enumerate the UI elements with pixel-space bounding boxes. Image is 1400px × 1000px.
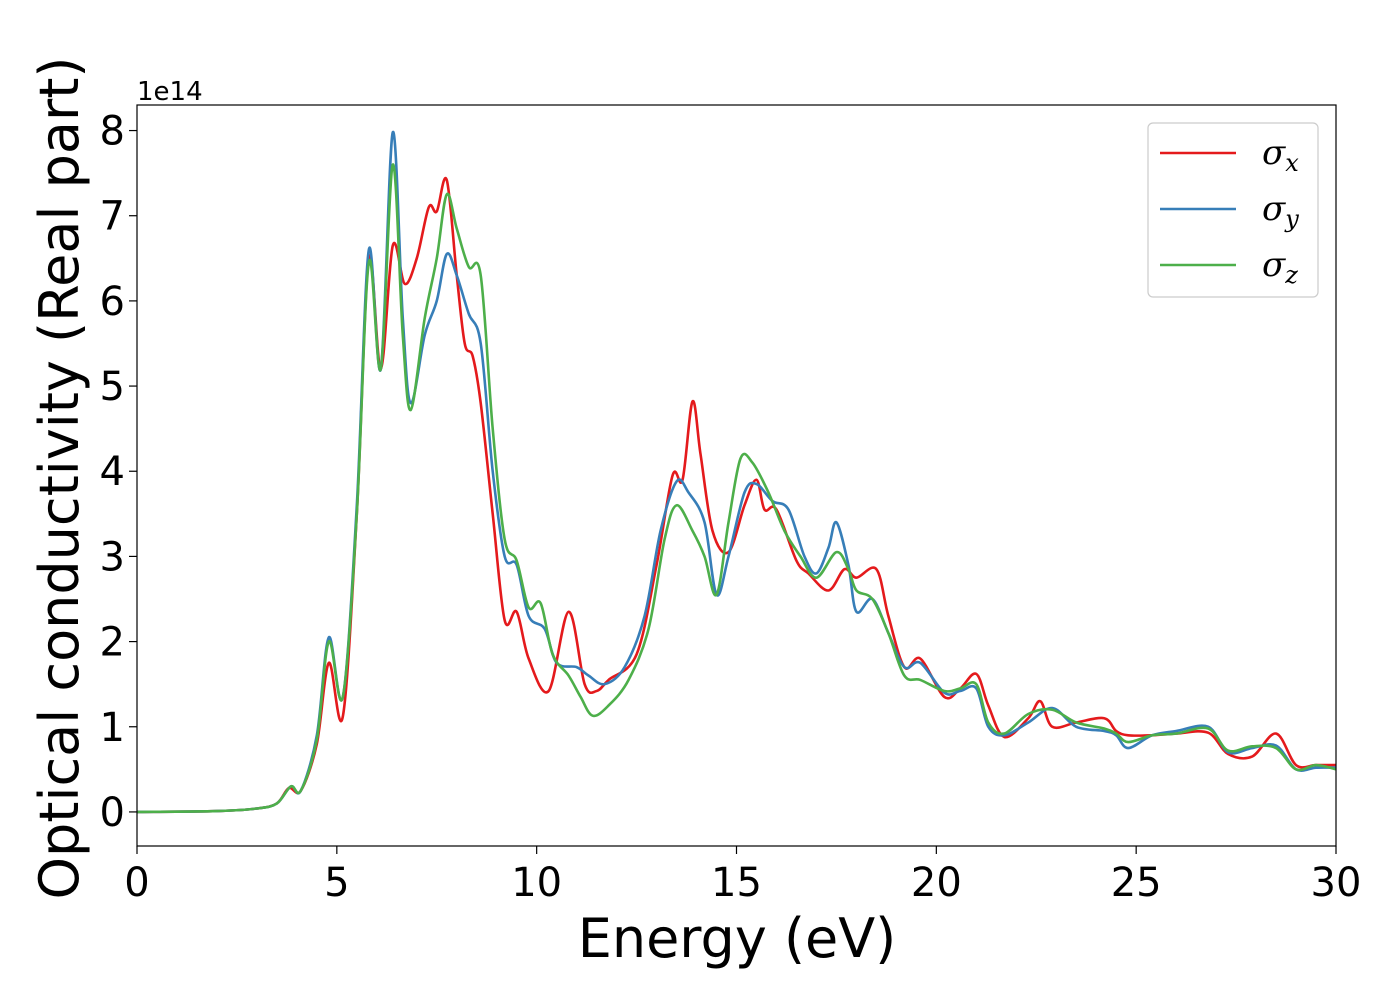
x-tick-label: 20 bbox=[911, 860, 962, 906]
y-tick-label: 0 bbox=[100, 790, 125, 836]
legend-label-x: σx bbox=[1262, 133, 1299, 177]
x-axis-title: Energy (eV) bbox=[578, 907, 897, 970]
y-axis-title: Optical conductivity (Real part) bbox=[28, 57, 91, 900]
x-tick-label: 15 bbox=[711, 860, 762, 906]
y-tick-label: 3 bbox=[100, 534, 125, 580]
y-tick-label: 7 bbox=[100, 194, 125, 240]
x-tick-label: 0 bbox=[124, 860, 149, 906]
y-tick-label: 4 bbox=[100, 449, 125, 495]
x-tick-label: 5 bbox=[324, 860, 349, 906]
y-tick-label: 6 bbox=[100, 279, 125, 325]
legend-label-y: σy bbox=[1262, 189, 1299, 233]
y-tick-label: 2 bbox=[100, 620, 125, 666]
legend: σx σy σz bbox=[1147, 122, 1319, 298]
series-layer bbox=[137, 130, 1336, 814]
legend-label-z: σz bbox=[1262, 245, 1298, 289]
y-tick-label: 5 bbox=[100, 364, 125, 410]
series-line-z bbox=[137, 163, 1336, 814]
axes: 0 5 10 15 20 25 30 0 1 2 3 4 5 6 7 8 bbox=[100, 104, 1362, 906]
y-tick-label: 8 bbox=[100, 109, 125, 155]
x-tick-label: 30 bbox=[1311, 860, 1362, 906]
y-tick-label: 1 bbox=[100, 705, 125, 751]
x-tick-label: 25 bbox=[1111, 860, 1162, 906]
y-offset-label: 1e14 bbox=[137, 77, 203, 107]
x-tick-label: 10 bbox=[511, 860, 562, 906]
